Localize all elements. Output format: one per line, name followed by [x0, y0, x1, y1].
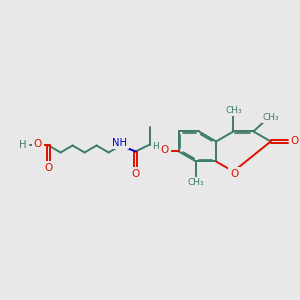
Text: H: H: [20, 140, 27, 151]
Text: O: O: [290, 136, 298, 146]
Text: NH: NH: [112, 137, 128, 148]
Text: CH₃: CH₃: [225, 106, 242, 115]
Text: O: O: [161, 145, 169, 155]
Text: O: O: [230, 169, 238, 179]
Text: O: O: [34, 139, 42, 149]
Text: O: O: [44, 163, 53, 173]
Text: CH₃: CH₃: [188, 178, 204, 187]
Text: O: O: [131, 169, 140, 179]
Text: CH₃: CH₃: [262, 113, 279, 122]
Text: H: H: [152, 142, 159, 151]
